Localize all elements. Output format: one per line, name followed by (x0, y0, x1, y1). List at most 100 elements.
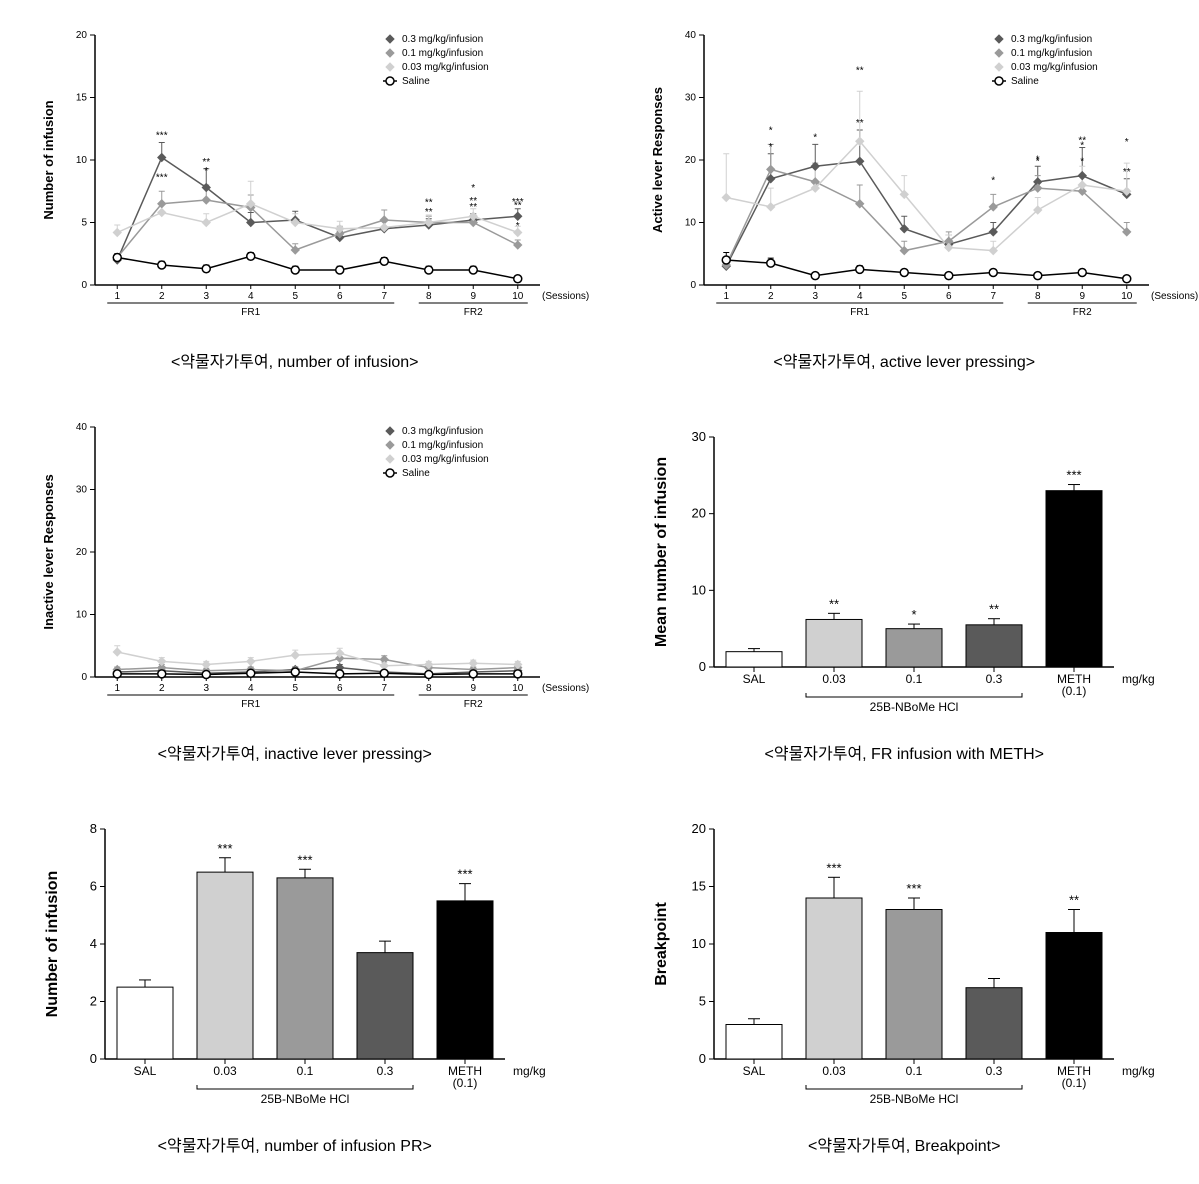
series-line (727, 260, 1128, 279)
significance-marker: ** (829, 596, 839, 611)
y-tick-label: 0 (699, 659, 706, 674)
chart-svg: 02468Number of infusionSAL***0.03***0.10… (35, 804, 555, 1124)
bar (1046, 933, 1102, 1060)
legend-label: 0.3 mg/kg/infusion (1011, 34, 1092, 45)
y-tick-label: 0 (81, 672, 87, 683)
bar (806, 619, 862, 667)
significance-marker: * (992, 175, 996, 186)
y-tick-label: 10 (692, 936, 706, 951)
y-axis-title: Number of infusion (44, 871, 61, 1018)
significance-marker: ** (425, 207, 433, 218)
significance-marker: ** (1069, 893, 1079, 908)
y-tick-label: 2 (90, 994, 97, 1009)
y-tick-label: 4 (90, 936, 97, 951)
x-tick-label: 0.1 (906, 672, 923, 686)
significance-marker: * (516, 221, 520, 232)
chart: 05101520Number of infusion12345678910FR1… (35, 20, 555, 340)
bar (806, 898, 862, 1059)
x-tick-label: 4 (857, 291, 863, 302)
significance-marker: * (912, 607, 917, 622)
x-bracket-label: 25B-NBoMe HCl (260, 1092, 349, 1106)
y-tick-label: 20 (692, 821, 706, 836)
x-tick-label: 10 (512, 683, 524, 694)
bar (117, 987, 173, 1059)
x-tick-label: 5 (292, 291, 298, 302)
legend-label: 0.03 mg/kg/infusion (402, 62, 489, 73)
chart-svg: 05101520Number of infusion12345678910FR1… (35, 20, 555, 340)
x-tick-label: 3 (203, 291, 209, 302)
significance-marker: *** (827, 860, 842, 875)
significance-marker: *** (217, 841, 232, 856)
significance-marker: ** (1123, 167, 1131, 178)
bar (726, 652, 782, 667)
legend-label: 0.1 mg/kg/infusion (402, 48, 483, 59)
bar (437, 901, 493, 1059)
y-tick-label: 15 (76, 93, 88, 104)
y-tick-label: 10 (685, 218, 697, 229)
y-axis-title: Inactive lever Responses (41, 474, 56, 629)
chart-caption: <약물자가투여, active lever pressing> (773, 348, 1035, 372)
chart: 0102030Mean number of infusionSAL**0.03*… (644, 412, 1164, 732)
x-tick-label: 9 (470, 291, 476, 302)
significance-marker: ** (514, 200, 522, 211)
significance-marker: * (1081, 140, 1085, 151)
x-tick-label: 1 (114, 683, 120, 694)
legend-label: 0.03 mg/kg/infusion (1011, 62, 1098, 73)
y-tick-label: 40 (76, 422, 88, 433)
legend-label: Saline (1011, 76, 1039, 87)
y-tick-label: 20 (692, 506, 706, 521)
series-line (727, 141, 1128, 250)
chart-cell: 010203040Inactive lever Responses1234567… (20, 412, 570, 764)
chart-caption: <약물자가투여, number of infusion> (171, 348, 419, 372)
x-suffix-label: (Sessions) (542, 291, 589, 302)
y-axis-title: Active lever Responses (650, 87, 665, 233)
y-tick-label: 0 (699, 1051, 706, 1066)
y-tick-label: 5 (81, 218, 87, 229)
y-axis-title: Number of infusion (41, 100, 56, 219)
bar (726, 1025, 782, 1060)
x-tick-label: SAL (133, 1064, 156, 1078)
x-tick-label: 8 (1035, 291, 1041, 302)
chart-svg: 010203040Inactive lever Responses1234567… (35, 412, 555, 732)
y-tick-label: 15 (692, 879, 706, 894)
chart-caption: <약물자가투여, number of infusion PR> (158, 1132, 432, 1156)
x-group-label: FR2 (464, 307, 483, 318)
legend-label: Saline (402, 76, 430, 87)
x-suffix-label: (Sessions) (1151, 291, 1198, 302)
bar (357, 953, 413, 1059)
bar (886, 910, 942, 1060)
legend: 0.3 mg/kg/infusion0.1 mg/kg/infusion0.03… (992, 34, 1098, 87)
x-tick-label: 0.03 (823, 672, 847, 686)
chart-cell: 05101520Number of infusion12345678910FR1… (20, 20, 570, 372)
x-group-label: FR2 (464, 699, 483, 710)
y-tick-label: 40 (685, 30, 697, 41)
chart-svg: 05101520BreakpointSAL***0.03***0.10.3**M… (644, 804, 1164, 1124)
bar (886, 629, 942, 667)
bar (197, 872, 253, 1059)
chart-caption: <약물자가투여, Breakpoint> (808, 1132, 1000, 1156)
x-bracket-label: 25B-NBoMe HCl (870, 1092, 959, 1106)
significance-marker: ** (469, 196, 477, 207)
y-tick-label: 10 (692, 582, 706, 597)
bar (966, 625, 1022, 667)
x-tick-label: 9 (1080, 291, 1086, 302)
x-tick-label: 6 (337, 291, 343, 302)
y-tick-label: 0 (81, 280, 87, 291)
x-tick-label: 3 (813, 291, 819, 302)
x-tick-label: 0.03 (213, 1064, 237, 1078)
x-suffix-label: (Sessions) (542, 683, 589, 694)
x-tick-label: 9 (470, 683, 476, 694)
x-tick-label: 2 (159, 683, 165, 694)
bar (966, 988, 1022, 1059)
x-tick-label: 0.03 (823, 1064, 847, 1078)
significance-marker: *** (907, 881, 922, 896)
chart-cell: 02468Number of infusionSAL***0.03***0.10… (20, 804, 570, 1156)
series-line (727, 169, 1128, 265)
chart-svg: 010203040Active lever Responses123456789… (644, 20, 1164, 340)
x-group-label: FR1 (241, 307, 260, 318)
chart: 010203040Active lever Responses123456789… (644, 20, 1164, 340)
chart-svg: 0102030Mean number of infusionSAL**0.03*… (644, 412, 1164, 732)
x-tick-label: 7 (381, 291, 387, 302)
significance-marker: * (471, 183, 475, 194)
significance-marker: *** (457, 867, 472, 882)
